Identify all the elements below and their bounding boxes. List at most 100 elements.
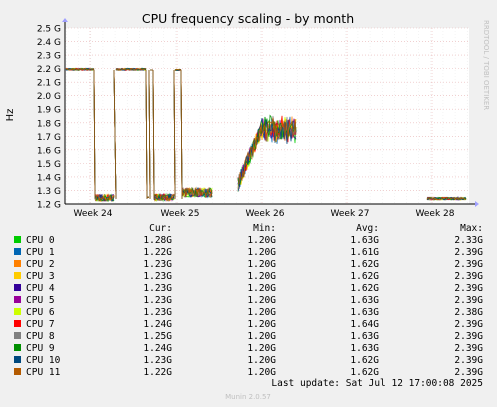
legend-value-max: 2.39G	[454, 355, 483, 366]
legend-value-avg: 1.62G	[350, 259, 379, 270]
legend-value-avg: 1.62G	[350, 367, 379, 378]
legend-value-avg: 1.61G	[350, 247, 379, 258]
legend-swatch	[14, 248, 21, 255]
legend-value-max: 2.39G	[454, 367, 483, 378]
legend-value-avg: 1.62G	[350, 271, 379, 282]
legend-value-min: 1.20G	[247, 367, 276, 378]
munin-footer: Munin 2.0.57	[225, 393, 271, 401]
legend-value-avg: 1.63G	[350, 307, 379, 318]
y-tick-label: 1.3 G	[37, 187, 61, 197]
legend-value-min: 1.20G	[247, 235, 276, 246]
legend-value-max: 2.33G	[454, 235, 483, 246]
y-axis-label: Hz	[5, 109, 16, 122]
legend-value-min: 1.20G	[247, 319, 276, 330]
legend-value-max: 2.39G	[454, 319, 483, 330]
legend-swatch	[14, 308, 21, 315]
legend-value-min: 1.20G	[247, 259, 276, 270]
legend-value-avg: 1.63G	[350, 343, 379, 354]
legend-value-avg: 1.63G	[350, 295, 379, 306]
legend-value-min: 1.20G	[247, 283, 276, 294]
x-tick-label: Week 24	[74, 209, 113, 219]
legend-series-name: CPU 6	[26, 307, 55, 318]
y-tick-labels: 2.5 G 2.4 G 2.3 G 2.2 G 2.1 G 2.0 G 1.9 G 1.8 G…	[37, 25, 61, 211]
legend-value-max: 2.39G	[454, 343, 483, 354]
legend-series-name: CPU 10	[26, 355, 61, 366]
y-tick-label: 2.3 G	[37, 52, 61, 62]
y-tick-label: 1.6 G	[37, 146, 61, 156]
legend-value-avg: 1.62G	[350, 283, 379, 294]
legend-header-min: Min:	[253, 223, 276, 234]
legend-header-cur: Cur:	[149, 223, 172, 234]
y-tick-label: 2.5 G	[37, 25, 61, 35]
legend-value-max: 2.39G	[454, 271, 483, 282]
legend-swatch	[14, 344, 21, 351]
legend-value-avg: 1.63G	[350, 235, 379, 246]
legend-series-name: CPU 5	[26, 295, 55, 306]
y-tick-label: 1.4 G	[37, 173, 61, 183]
legend-value-cur: 1.28G	[143, 235, 172, 246]
series-lines	[65, 67, 467, 203]
legend-swatch	[14, 332, 21, 339]
legend-value-max: 2.39G	[454, 259, 483, 270]
legend-value-min: 1.20G	[247, 331, 276, 342]
plot-area	[65, 28, 469, 204]
y-tick-label: 1.7 G	[37, 133, 61, 143]
legend-value-min: 1.20G	[247, 247, 276, 258]
legend-header-avg: Avg:	[356, 223, 379, 234]
chart-title: CPU frequency scaling - by month	[142, 11, 354, 26]
x-tick-labels: Week 24 Week 25 Week 26 Week 27 Week 28	[74, 209, 455, 219]
legend-value-cur: 1.23G	[143, 355, 172, 366]
legend-value-max: 2.39G	[454, 295, 483, 306]
legend-value-min: 1.20G	[247, 295, 276, 306]
last-update: Last update: Sat Jul 12 17:00:08 2025	[271, 378, 483, 389]
legend-series-name: CPU 3	[26, 271, 55, 282]
legend-series-name: CPU 4	[26, 283, 55, 294]
y-tick-label: 2.2 G	[37, 65, 61, 75]
x-tick-label: Week 25	[161, 209, 200, 219]
legend-series-name: CPU 7	[26, 319, 55, 330]
legend-value-cur: 1.23G	[143, 271, 172, 282]
legend-value-cur: 1.25G	[143, 331, 172, 342]
y-tick-label: 1.5 G	[37, 160, 61, 170]
legend-value-cur: 1.24G	[143, 343, 172, 354]
legend-value-cur: 1.23G	[143, 259, 172, 270]
legend-swatch	[14, 236, 21, 243]
legend-header-max: Max:	[460, 223, 483, 234]
legend-value-min: 1.20G	[247, 271, 276, 282]
x-tick-label: Week 27	[331, 209, 370, 219]
legend-value-max: 2.39G	[454, 331, 483, 342]
legend-value-cur: 1.23G	[143, 283, 172, 294]
y-tick-label: 1.2 G	[37, 201, 61, 211]
legend-value-min: 1.20G	[247, 343, 276, 354]
legend-value-min: 1.20G	[247, 307, 276, 318]
legend-value-cur: 1.22G	[143, 367, 172, 378]
x-axis-arrow	[475, 201, 479, 207]
legend-value-max: 2.39G	[454, 283, 483, 294]
legend-swatch	[14, 284, 21, 291]
legend-value-cur: 1.22G	[143, 247, 172, 258]
legend-value-max: 2.39G	[454, 247, 483, 258]
legend-value-avg: 1.63G	[350, 331, 379, 342]
legend-series-name: CPU 8	[26, 331, 55, 342]
legend-series-name: CPU 1	[26, 247, 55, 258]
legend-swatch	[14, 272, 21, 279]
legend-value-avg: 1.62G	[350, 355, 379, 366]
x-tick-label: Week 28	[416, 209, 455, 219]
rrdtool-side-label: RRDTOOL / TOBI OETIKER	[482, 20, 490, 110]
axes	[62, 18, 479, 207]
legend-value-cur: 1.24G	[143, 319, 172, 330]
y-tick-label: 2.4 G	[37, 38, 61, 48]
legend-value-avg: 1.64G	[350, 319, 379, 330]
y-tick-label: 2.0 G	[37, 92, 61, 102]
legend-series-name: CPU 0	[26, 235, 55, 246]
legend-series-name: CPU 11	[26, 367, 61, 378]
legend-value-cur: 1.23G	[143, 295, 172, 306]
y-tick-label: 1.9 G	[37, 106, 61, 116]
legend-value-max: 2.38G	[454, 307, 483, 318]
legend-series-name: CPU 2	[26, 259, 55, 270]
legend-value-cur: 1.23G	[143, 307, 172, 318]
y-tick-label: 2.1 G	[37, 79, 61, 89]
legend-series-name: CPU 9	[26, 343, 55, 354]
series-line-cpu-11	[65, 67, 467, 202]
